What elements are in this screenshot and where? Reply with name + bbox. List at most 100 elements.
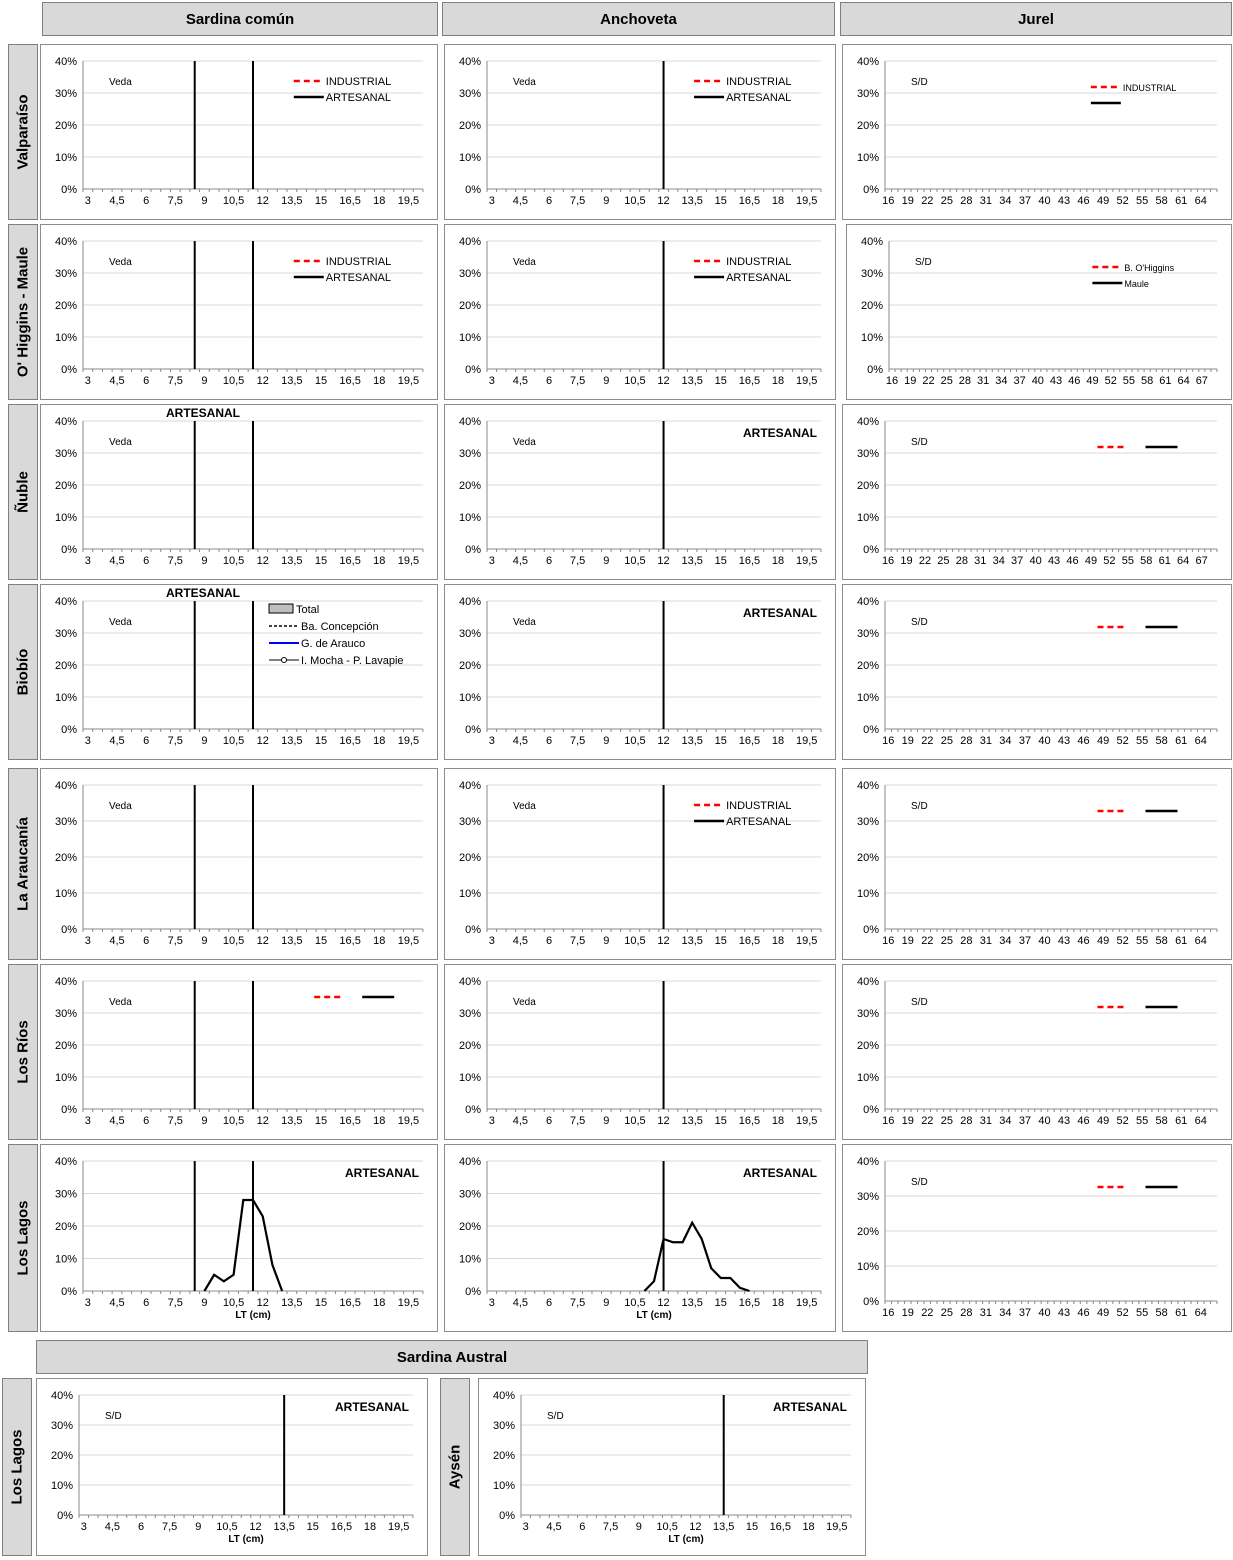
note-label: Veda (109, 997, 132, 1008)
x-tick-label: 22 (921, 935, 933, 947)
x-tick-label: 37 (1011, 555, 1023, 567)
x-tick-label: 18 (772, 735, 784, 747)
x-tick-label: 6 (546, 1297, 552, 1309)
x-tick-label: 16 (882, 1115, 894, 1127)
x-tick-label: 9 (201, 935, 207, 947)
y-tick-label: 10% (55, 888, 77, 900)
x-tick-label: 16,5 (739, 735, 760, 747)
note-label: Veda (109, 801, 132, 812)
x-tick-label: 10,5 (216, 1521, 237, 1533)
x-tick-label: 18 (772, 555, 784, 567)
x-tick-label: 3 (489, 195, 495, 207)
chart-ju-ohiggins: 0% 10% 20% 30% 40% 16 19 22 25 28 31 34 37 40 43 46 49 52… (846, 224, 1232, 400)
x-tick-label: 22 (921, 195, 933, 207)
y-tick-label: 0% (57, 1510, 73, 1522)
x-tick-label: 15 (315, 375, 327, 387)
row-label-biobio: Biobío (8, 584, 38, 760)
x-tick-label: 3 (85, 935, 91, 947)
x-tick-label: 12 (257, 1115, 269, 1127)
x-tick-label: 16,5 (739, 375, 760, 387)
x-tick-label: 61 (1175, 935, 1187, 947)
chart-sc-losrios: 0% 10% 20% 30% 40% 3 4,5 6 7,5 9 10,5 12 13,5 15 16,5 1… (40, 964, 438, 1140)
panel-label: ARTESANAL (166, 586, 240, 600)
x-tick-label: 3 (489, 555, 495, 567)
x-tick-label: 28 (956, 555, 968, 567)
panel-label: ARTESANAL (743, 1166, 817, 1180)
x-tick-label: 28 (960, 1307, 972, 1319)
y-tick-label: 20% (857, 852, 879, 864)
y-tick-label: 20% (55, 1221, 77, 1233)
y-tick-label: 40% (459, 1156, 481, 1168)
legend-label: INDUSTRIAL (726, 76, 791, 88)
x-tick-label: 4,5 (109, 555, 124, 567)
x-tick-label: 31 (980, 1115, 992, 1127)
chart-svg: 0% 10% 20% 30% 40% 3 4,5 6 7,5 9 10,5 12 13,5 15 16,5 1… (459, 976, 822, 1127)
y-tick-label: 0% (465, 1104, 481, 1116)
x-tick-label: 58 (1156, 1307, 1168, 1319)
legend-swatch (268, 603, 294, 614)
chart-sc-valparaiso: 0% 10% 20% 30% 40% 3 4,5 6 7,5 9 10,5 12 13,5 15 16,5 1… (40, 44, 438, 220)
y-tick-label: 0% (61, 924, 77, 936)
chart-svg: 0% 10% 20% 30% 40% 3 4,5 6 7,5 9 10,5 12 13,5 15 16,5 1… (55, 976, 424, 1127)
y-tick-label: 10% (55, 152, 77, 164)
x-tick-label: 15 (315, 1115, 327, 1127)
x-tick-label: 19 (902, 935, 914, 947)
note-label: S/D (911, 77, 928, 88)
x-tick-label: 9 (201, 195, 207, 207)
x-tick-label: 12 (657, 375, 669, 387)
x-tick-label: 10,5 (624, 195, 645, 207)
x-tick-label: 13,5 (681, 375, 702, 387)
y-tick-label: 10% (55, 692, 77, 704)
x-tick-label: 31 (974, 555, 986, 567)
x-tick-label: 3 (523, 1521, 529, 1533)
note-label: S/D (911, 801, 928, 812)
y-tick-label: 0% (465, 364, 481, 376)
y-tick-label: 20% (857, 660, 879, 672)
x-tick-label: 4,5 (513, 1115, 528, 1127)
chart-ju-araucania: 0% 10% 20% 30% 40% 16 19 22 25 28 31 34 37 40 43 46 49 52… (842, 768, 1232, 960)
y-tick-label: 0% (465, 1286, 481, 1298)
x-tick-label: 40 (1038, 935, 1050, 947)
x-tick-label: 10,5 (624, 735, 645, 747)
x-tick-label: 15 (315, 1297, 327, 1309)
x-tick-label: 16,5 (770, 1521, 791, 1533)
y-tick-label: 20% (459, 120, 481, 132)
x-tick-label: 64 (1195, 935, 1207, 947)
x-tick-label: 4,5 (513, 935, 528, 947)
row-label-ohiggins-maule: O' Higgins - Maule (8, 224, 38, 400)
note-label: S/D (911, 437, 928, 448)
x-tick-label: 7,5 (570, 195, 585, 207)
x-tick-label: 37 (1019, 935, 1031, 947)
chart-an-biobio: 0% 10% 20% 30% 40% 3 4,5 6 7,5 9 10,5 12 13,5 15 16,5 1… (444, 584, 836, 760)
x-tick-label: 7,5 (168, 735, 183, 747)
x-tick-label: 28 (960, 735, 972, 747)
y-tick-label: 20% (459, 852, 481, 864)
x-tick-label: 13,5 (681, 935, 702, 947)
x-tick-label: 22 (921, 1115, 933, 1127)
x-tick-label: 25 (937, 555, 949, 567)
panel-label: ARTESANAL (345, 1166, 419, 1180)
note-label: S/D (105, 1411, 122, 1422)
x-tick-label: 25 (941, 1115, 953, 1127)
x-tick-label: 10,5 (656, 1521, 677, 1533)
y-tick-label: 40% (459, 56, 481, 68)
x-tick-label: 43 (1050, 375, 1062, 387)
y-tick-label: 10% (459, 512, 481, 524)
x-tick-label: 19,5 (796, 1115, 817, 1127)
x-tick-label: 15 (715, 375, 727, 387)
x-tick-label: 31 (980, 195, 992, 207)
note-label: Veda (109, 437, 132, 448)
x-tick-label: 19,5 (796, 555, 817, 567)
x-tick-label: 16,5 (339, 1115, 360, 1127)
x-tick-label: 43 (1058, 195, 1070, 207)
x-tick-label: 13,5 (681, 1297, 702, 1309)
y-tick-label: 30% (857, 816, 879, 828)
x-axis-label: LT (cm) (668, 1534, 703, 1545)
y-tick-label: 40% (459, 236, 481, 248)
row-label-los-lagos-austral: Los Lagos (2, 1378, 32, 1556)
x-tick-label: 9 (201, 1115, 207, 1127)
x-tick-label: 12 (257, 1297, 269, 1309)
y-tick-label: 20% (493, 1450, 515, 1462)
x-tick-label: 13,5 (281, 1297, 302, 1309)
x-tick-label: 61 (1175, 735, 1187, 747)
